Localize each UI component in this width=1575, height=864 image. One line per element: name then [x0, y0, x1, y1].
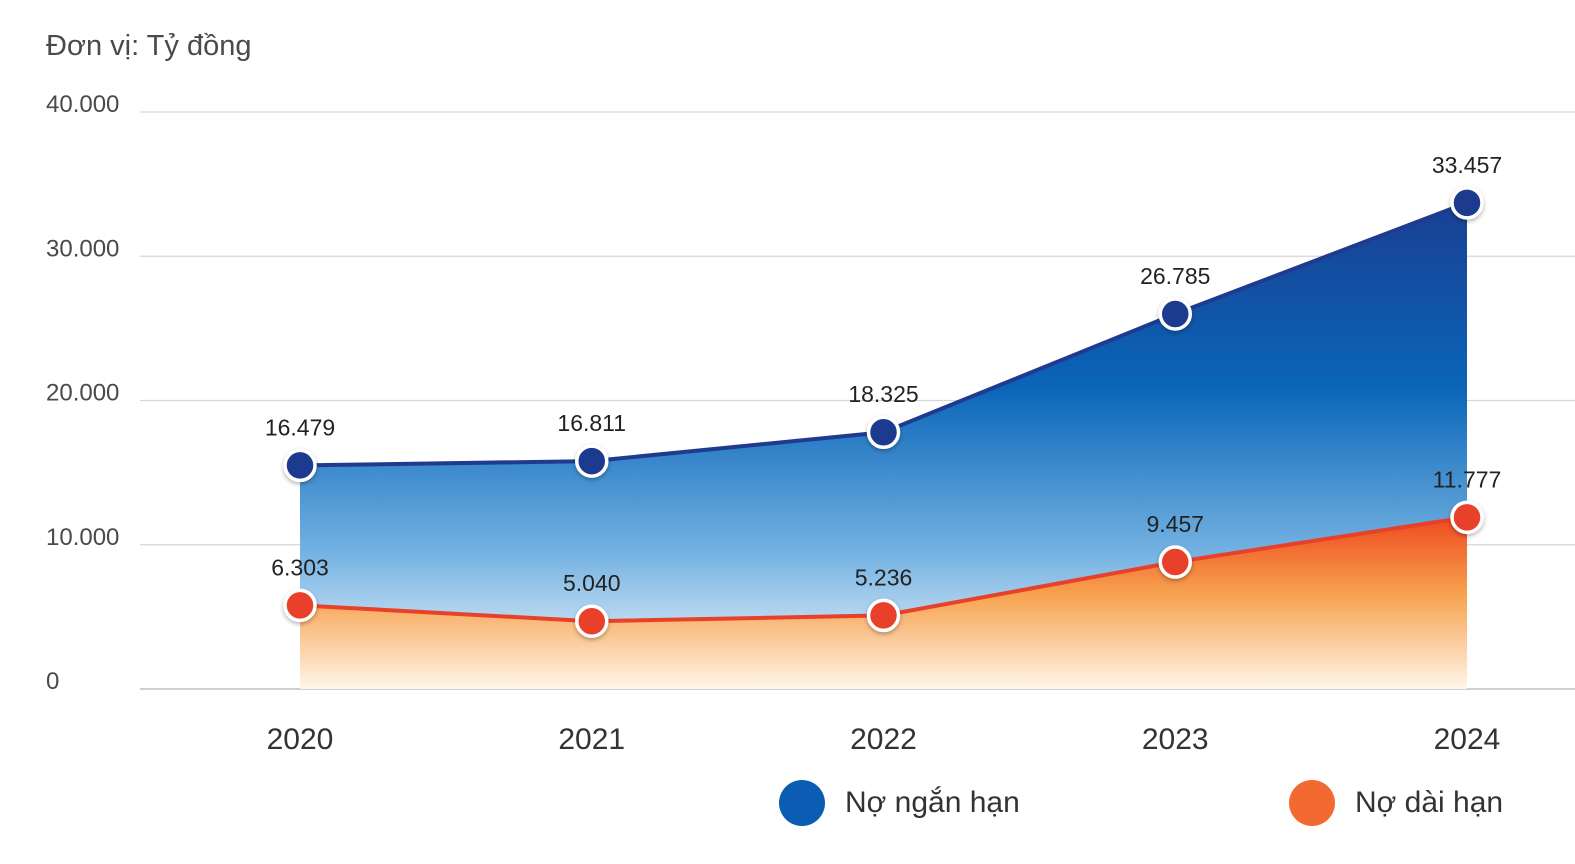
point-layer [283, 186, 1484, 638]
area-chart: 16.479 16.811 18.325 26.785 33.457 6.303 5.040… [46, 91, 1575, 756]
point-short-2022 [866, 415, 901, 449]
legend-label-short-term: Nợ ngắn hạn [845, 786, 1020, 819]
x-tick-label-2023: 2023 [1142, 723, 1209, 756]
data-label-short-2024: 33.457 [1432, 152, 1502, 178]
point-short-2023 [1158, 297, 1192, 331]
data-label-short-2021: 16.811 [557, 410, 626, 436]
data-label-short-2022: 18.325 [848, 381, 918, 407]
y-tick-label-4: 40.000 [46, 91, 119, 118]
data-label-long-2020: 6.303 [271, 554, 329, 580]
data-label-short-2023: 26.785 [1140, 263, 1210, 289]
y-tick-label-0: 0 [46, 668, 59, 695]
point-short-2020 [283, 448, 317, 483]
legend-swatch-long-term [1289, 780, 1335, 826]
point-long-2020 [283, 588, 317, 623]
data-label-long-2024: 11.777 [1433, 466, 1502, 492]
data-label-long-2023: 9.457 [1146, 511, 1204, 537]
point-long-2024 [1450, 500, 1484, 535]
legend-label-long-term: Nợ dài hạn [1355, 786, 1504, 819]
legend-item-short-term: Nợ ngắn hạn [779, 780, 1020, 826]
point-long-2023 [1158, 545, 1192, 579]
legend-item-long-term: Nợ dài hạn [1289, 780, 1503, 826]
data-label-long-2021: 5.040 [563, 570, 621, 596]
label-layer: 16.479 16.811 18.325 26.785 33.457 6.303 5.040… [265, 152, 1502, 596]
y-tick-label-2: 20.000 [46, 380, 119, 407]
area-long [300, 517, 1467, 689]
axis-layer: 0 10.000 20.000 30.000 40.000 2020 2021 2022 202… [46, 91, 1500, 756]
x-tick-label-2020: 2020 [267, 723, 334, 756]
x-tick-label-2021: 2021 [558, 723, 625, 756]
x-tick-label-2024: 2024 [1434, 723, 1501, 756]
point-short-2024 [1450, 186, 1484, 220]
legend-swatch-short-term [779, 780, 825, 826]
point-short-2021 [575, 444, 609, 478]
x-tick-label-2022: 2022 [850, 723, 917, 756]
point-long-2021 [575, 604, 609, 638]
data-label-long-2022: 5.236 [855, 564, 913, 590]
y-tick-label-3: 30.000 [46, 235, 119, 262]
data-label-short-2020: 16.479 [265, 414, 335, 440]
point-long-2022 [866, 598, 901, 633]
y-tick-label-1: 10.000 [46, 524, 119, 551]
unit-label: Đơn vị: Tỷ đồng [46, 30, 252, 62]
